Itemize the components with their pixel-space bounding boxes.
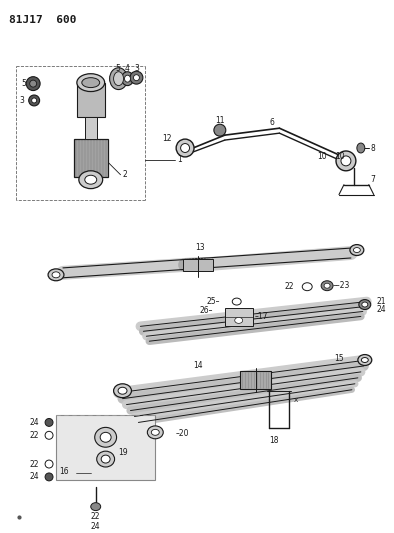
- Ellipse shape: [357, 143, 365, 153]
- Ellipse shape: [101, 455, 110, 463]
- Ellipse shape: [151, 430, 159, 435]
- Ellipse shape: [85, 175, 97, 184]
- Text: 2: 2: [123, 170, 127, 179]
- Ellipse shape: [45, 460, 53, 468]
- Text: 13: 13: [195, 243, 205, 252]
- Text: 8: 8: [371, 143, 375, 152]
- Ellipse shape: [45, 473, 53, 481]
- Bar: [74, 139, 108, 177]
- Text: 12: 12: [163, 134, 172, 143]
- Text: 10: 10: [318, 152, 327, 161]
- Ellipse shape: [321, 281, 333, 290]
- Ellipse shape: [30, 80, 37, 87]
- Text: 3: 3: [134, 64, 139, 73]
- Ellipse shape: [121, 72, 134, 86]
- Ellipse shape: [95, 427, 117, 447]
- Ellipse shape: [336, 151, 356, 171]
- Ellipse shape: [358, 354, 372, 366]
- Bar: [56, 416, 155, 480]
- Text: 3: 3: [19, 96, 24, 105]
- Ellipse shape: [91, 503, 101, 511]
- Ellipse shape: [32, 98, 37, 103]
- Ellipse shape: [235, 318, 243, 324]
- Bar: [225, 309, 253, 326]
- Ellipse shape: [110, 68, 128, 90]
- Ellipse shape: [353, 247, 361, 253]
- Text: 1: 1: [177, 156, 182, 164]
- Ellipse shape: [118, 387, 127, 394]
- Text: 24: 24: [30, 418, 39, 427]
- Ellipse shape: [176, 139, 194, 157]
- Ellipse shape: [134, 75, 139, 80]
- Ellipse shape: [359, 300, 371, 310]
- Ellipse shape: [232, 298, 241, 305]
- Ellipse shape: [324, 283, 330, 288]
- Text: 18: 18: [270, 436, 279, 445]
- Bar: [240, 371, 271, 389]
- Ellipse shape: [125, 75, 130, 82]
- Text: 26–: 26–: [199, 306, 213, 315]
- Ellipse shape: [29, 95, 40, 106]
- Text: 24: 24: [91, 522, 100, 531]
- Text: 6: 6: [269, 118, 274, 127]
- Text: 11: 11: [215, 116, 225, 125]
- Text: 25–: 25–: [206, 297, 220, 306]
- Text: 19: 19: [119, 448, 128, 457]
- Ellipse shape: [362, 302, 368, 307]
- Ellipse shape: [341, 156, 351, 166]
- Text: 22: 22: [91, 512, 100, 521]
- Ellipse shape: [79, 171, 103, 189]
- Text: 81J17  600: 81J17 600: [9, 15, 77, 25]
- Ellipse shape: [45, 431, 53, 439]
- Text: 4: 4: [125, 64, 130, 73]
- Text: 5: 5: [115, 64, 120, 73]
- Bar: [183, 259, 213, 271]
- Text: 5: 5: [21, 79, 26, 88]
- Ellipse shape: [302, 282, 312, 290]
- Ellipse shape: [77, 74, 105, 92]
- Ellipse shape: [48, 269, 64, 281]
- Text: 21: 21: [377, 297, 386, 306]
- Ellipse shape: [147, 426, 163, 439]
- Ellipse shape: [214, 124, 226, 136]
- Bar: [77, 83, 105, 117]
- Ellipse shape: [113, 384, 132, 398]
- Text: 24: 24: [30, 472, 39, 481]
- Text: 24: 24: [377, 305, 387, 314]
- Ellipse shape: [97, 451, 115, 467]
- Text: 7: 7: [371, 175, 375, 184]
- Ellipse shape: [52, 272, 60, 278]
- Text: 22: 22: [30, 431, 39, 440]
- Text: X: X: [293, 398, 297, 403]
- Ellipse shape: [82, 78, 100, 87]
- Text: –20: –20: [175, 429, 189, 438]
- Ellipse shape: [100, 432, 111, 442]
- Text: 14: 14: [193, 361, 203, 370]
- Text: 10: 10: [335, 152, 345, 161]
- Text: 22: 22: [30, 459, 39, 469]
- Text: 16: 16: [59, 467, 69, 477]
- Text: 15: 15: [334, 353, 344, 362]
- Ellipse shape: [361, 358, 368, 362]
- Text: –17: –17: [255, 312, 268, 321]
- Ellipse shape: [180, 143, 190, 152]
- Ellipse shape: [45, 418, 53, 426]
- Ellipse shape: [130, 71, 143, 84]
- Text: ––23: ––23: [333, 281, 350, 290]
- Text: 22: 22: [285, 282, 294, 291]
- Bar: [85, 117, 97, 139]
- Ellipse shape: [113, 72, 124, 86]
- Ellipse shape: [350, 245, 364, 255]
- Ellipse shape: [26, 77, 40, 91]
